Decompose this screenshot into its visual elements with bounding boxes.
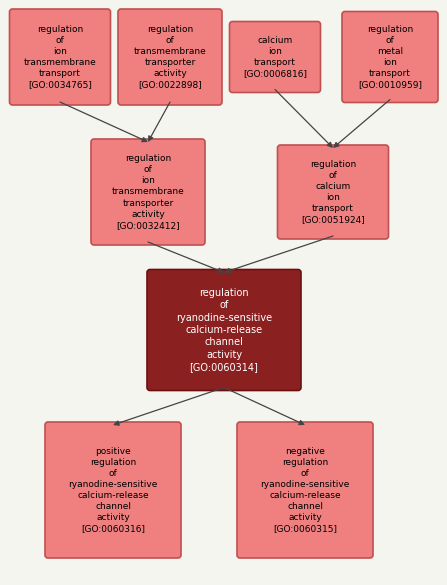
FancyBboxPatch shape (229, 22, 320, 92)
FancyBboxPatch shape (237, 422, 373, 558)
Text: calcium
ion
transport
[GO:0006816]: calcium ion transport [GO:0006816] (243, 36, 307, 78)
FancyBboxPatch shape (342, 12, 438, 102)
FancyBboxPatch shape (147, 270, 301, 391)
FancyBboxPatch shape (91, 139, 205, 245)
Text: positive
regulation
of
ryanodine-sensitive
calcium-release
channel
activity
[GO:: positive regulation of ryanodine-sensiti… (68, 447, 158, 534)
Text: regulation
of
ion
transmembrane
transport
[GO:0034765]: regulation of ion transmembrane transpor… (24, 25, 97, 90)
Text: regulation
of
ryanodine-sensitive
calcium-release
channel
activity
[GO:0060314]: regulation of ryanodine-sensitive calciu… (176, 288, 272, 372)
Text: regulation
of
calcium
ion
transport
[GO:0051924]: regulation of calcium ion transport [GO:… (301, 160, 365, 224)
Text: negative
regulation
of
ryanodine-sensitive
calcium-release
channel
activity
[GO:: negative regulation of ryanodine-sensiti… (260, 447, 350, 534)
FancyBboxPatch shape (118, 9, 222, 105)
FancyBboxPatch shape (278, 145, 388, 239)
Text: regulation
of
transmembrane
transporter
activity
[GO:0022898]: regulation of transmembrane transporter … (134, 25, 207, 90)
Text: regulation
of
metal
ion
transport
[GO:0010959]: regulation of metal ion transport [GO:00… (358, 25, 422, 90)
Text: regulation
of
ion
transmembrane
transporter
activity
[GO:0032412]: regulation of ion transmembrane transpor… (112, 154, 184, 230)
FancyBboxPatch shape (45, 422, 181, 558)
FancyBboxPatch shape (9, 9, 110, 105)
